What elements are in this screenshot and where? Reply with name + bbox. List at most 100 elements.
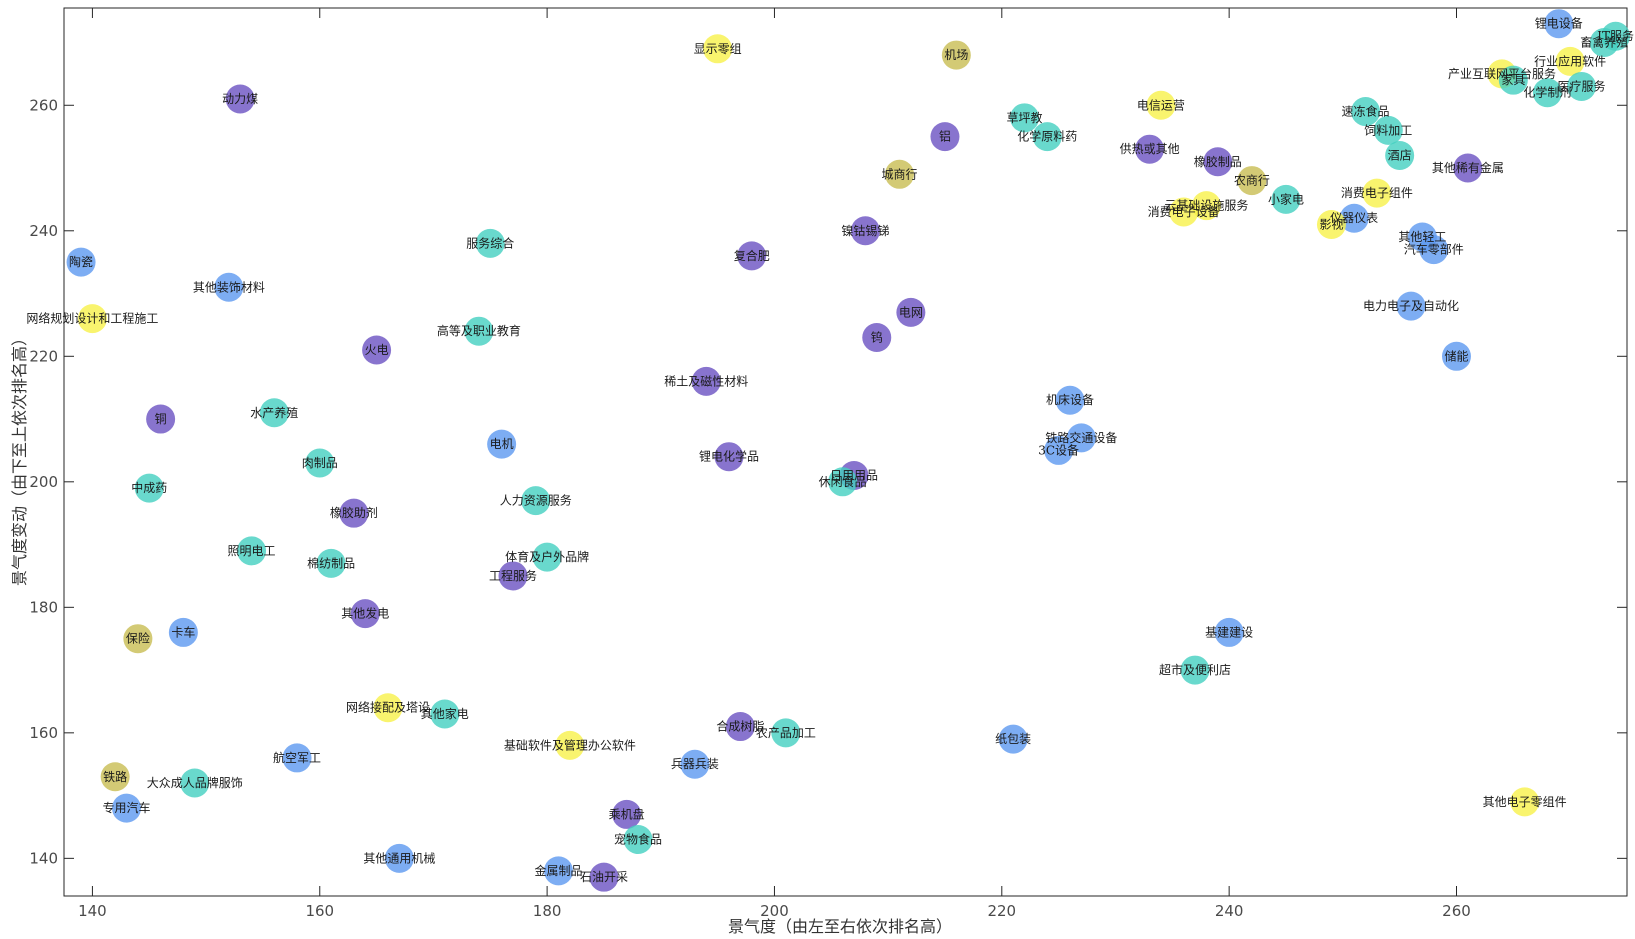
point-label: 小家电 [1268, 191, 1304, 206]
scatter-point [237, 536, 267, 566]
scatter-point [1510, 787, 1540, 817]
scatter-point [612, 799, 642, 829]
scatter-point [998, 724, 1028, 754]
x-tick-label: 220 [987, 902, 1016, 920]
scatter-point [1373, 115, 1403, 145]
x-axis-label: 景气度（由左至右依次排名高） [728, 917, 952, 936]
point-label: 铁路交通设备 [1045, 430, 1117, 445]
scatter-point [464, 316, 494, 346]
scatter-point [1135, 134, 1165, 164]
point-label: 城商行 [881, 166, 917, 181]
scatter-point [691, 366, 721, 396]
point-label: 高等及职业教育 [437, 323, 521, 338]
scatter-point [225, 84, 255, 114]
scatter-point [1532, 78, 1562, 108]
point-label: 其他轻工 [1398, 230, 1446, 244]
point-label: 网络规划设计和工程施工 [26, 311, 158, 326]
point-label: 其他稀有金属 [1432, 160, 1504, 175]
scatter-point [1316, 210, 1346, 240]
scatter-point [623, 825, 653, 855]
scatter-point [1555, 46, 1585, 76]
x-tick-label: 180 [533, 902, 562, 920]
scatter-point [498, 561, 528, 591]
point-label: 其他发电 [341, 606, 389, 621]
point-label: 其他电子零组件 [1483, 795, 1567, 809]
scatter-point [714, 442, 744, 472]
scatter-point [771, 718, 801, 748]
point-label: 宠物食品 [614, 832, 662, 847]
plot-frame [63, 7, 1628, 897]
scatter-point [896, 297, 926, 327]
point-label: 陶瓷 [69, 254, 93, 269]
scatter-point [1169, 197, 1199, 227]
scatter-point [725, 712, 755, 742]
scatter-point [1066, 423, 1096, 453]
scatter-point [214, 272, 244, 302]
y-tick-label: 220 [29, 347, 58, 365]
scatter-point [1362, 178, 1392, 208]
scatter-point [1544, 9, 1574, 39]
point-label: 酒店 [1388, 148, 1412, 162]
point-label: 电网 [899, 305, 923, 319]
point-label: 电信运营 [1137, 98, 1185, 112]
scatter-point [282, 743, 312, 773]
scatter-point [362, 335, 392, 365]
point-label: 石油开采 [580, 870, 628, 884]
scatter-point [1214, 617, 1244, 647]
point-label: 专用汽车 [103, 800, 151, 815]
scatter-point [66, 247, 96, 277]
scatter-point [1385, 140, 1415, 170]
point-label: 金属制品 [534, 863, 582, 878]
scatter-point [1203, 147, 1233, 177]
point-label: 火电 [365, 343, 389, 357]
point-label: 大众成人品牌服饰 [147, 776, 243, 790]
point-label: 汽车零部件 [1404, 242, 1464, 257]
point-label: 水产养殖 [250, 405, 298, 420]
scatter-point [112, 793, 142, 823]
point-label: 消费电子设备 [1148, 205, 1220, 219]
point-label: 乘机盘 [609, 806, 645, 821]
point-label: 供热或其他 [1120, 142, 1180, 156]
point-label: 照明电工 [228, 544, 276, 558]
scatter-point [259, 398, 289, 428]
point-label: 棉纺制品 [307, 556, 355, 570]
point-label: 日用用品 [830, 469, 878, 483]
x-tick-label: 240 [1215, 902, 1244, 920]
point-label: 锂电设备 [1535, 16, 1583, 31]
point-label: 网络接配及塔设 [346, 700, 430, 715]
y-axis-label: 景气度变动（由下至上依次排名高） [10, 330, 29, 586]
scatter-point [1567, 71, 1597, 101]
point-label: 复合肥 [734, 248, 770, 263]
scatter-point [1180, 655, 1210, 685]
point-label: IT服务 [1597, 28, 1634, 43]
point-label: 镍钴锡锑 [841, 223, 889, 238]
scatter-point [430, 699, 460, 729]
scatter-point [737, 241, 767, 271]
scatter-point [1396, 291, 1426, 321]
scatter-point [1055, 385, 1085, 415]
point-label: 铝 [939, 129, 951, 144]
y-tick-label: 180 [29, 598, 58, 616]
scatter-point [1441, 341, 1471, 371]
scatter-point [305, 448, 335, 478]
point-label: 机床设备 [1046, 393, 1094, 407]
point-label: 肉制品 [302, 456, 338, 470]
scatter-point [350, 599, 380, 629]
point-label: 电力电子及自动化 [1363, 299, 1459, 313]
scatter-point [1237, 166, 1267, 196]
point-label: 家具 [1501, 72, 1525, 87]
scatter-point [589, 862, 619, 892]
scatter-point [316, 548, 346, 578]
scatter-point [1146, 90, 1176, 120]
scatter-point [100, 762, 130, 792]
points-layer [66, 9, 1631, 892]
scatter-point [521, 486, 551, 516]
point-label: 3C设备 [1038, 443, 1079, 457]
scatter-point [1191, 191, 1221, 221]
scatter-point [1453, 153, 1483, 183]
scatter-point [828, 467, 858, 497]
point-label: 速冻食品 [1342, 104, 1390, 119]
scatter-point [123, 624, 153, 654]
scatter-point [1498, 65, 1528, 95]
